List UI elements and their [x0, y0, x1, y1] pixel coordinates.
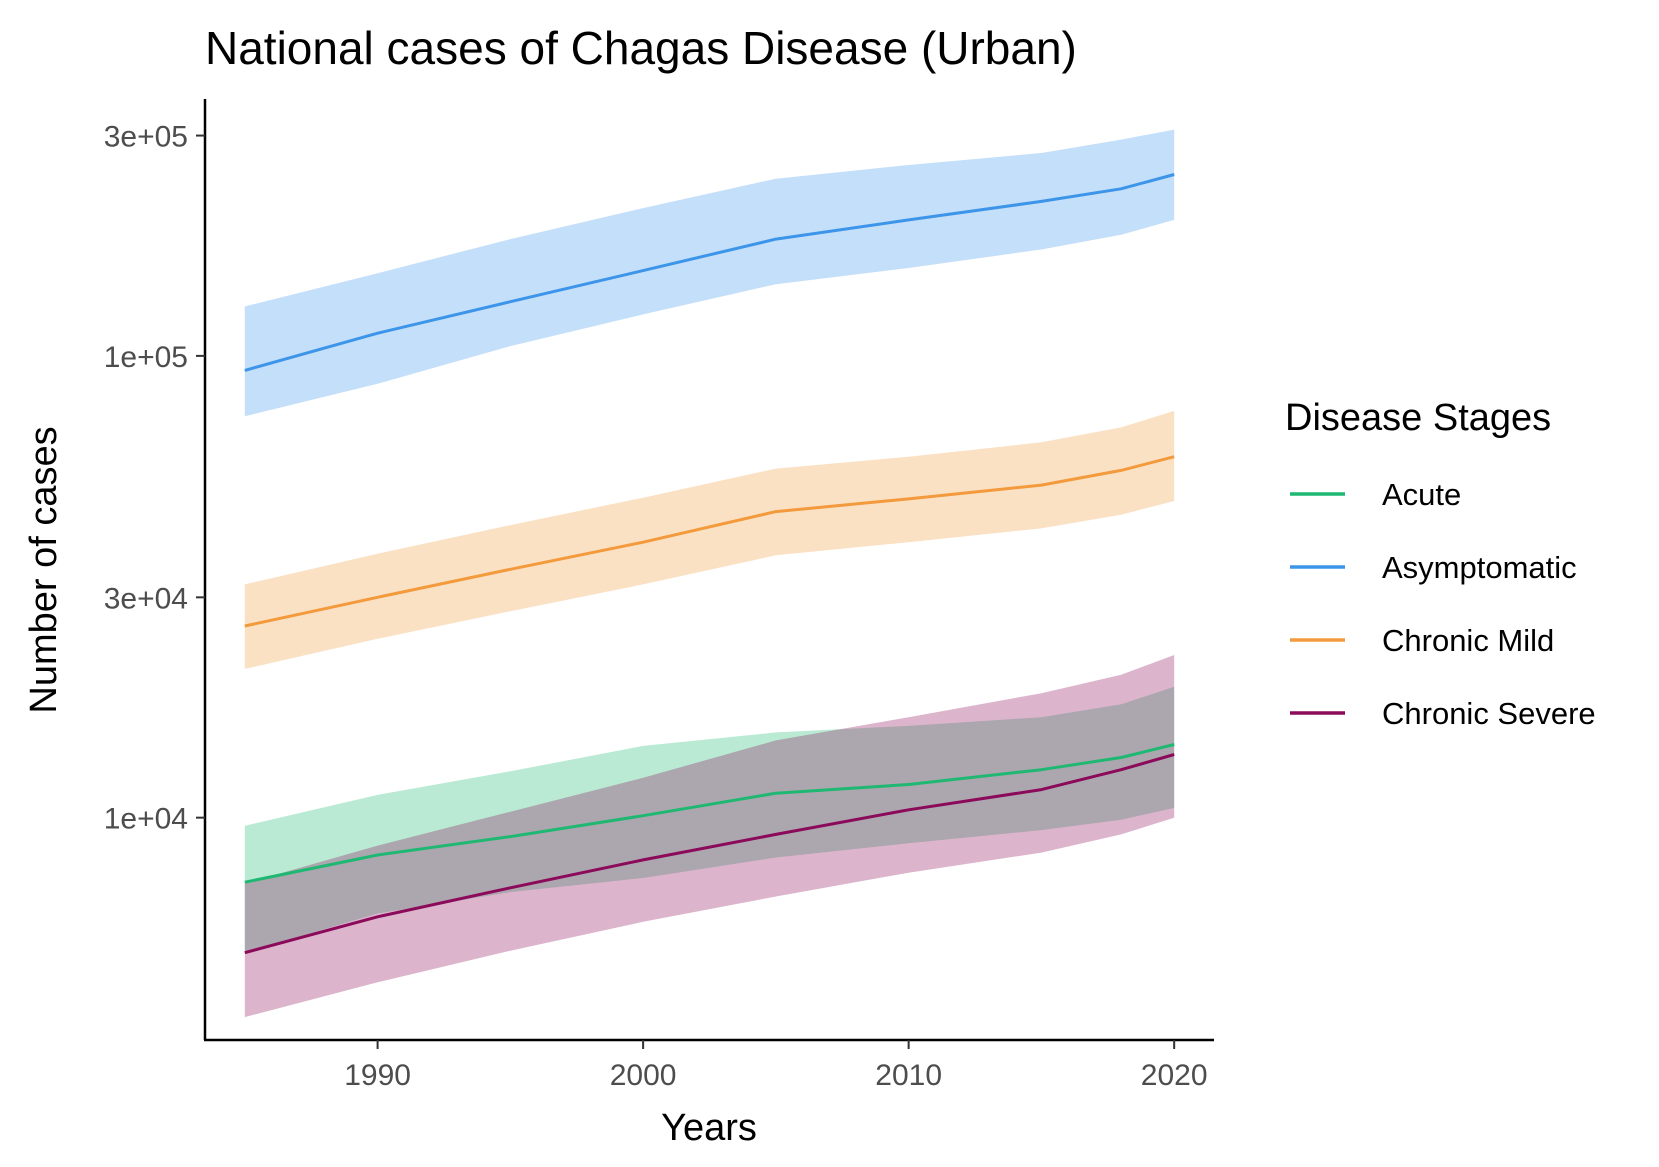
band-chronic-severe [244, 655, 1175, 1018]
legend-label-acute: Acute [1382, 477, 1461, 512]
x-tick-label: 2010 [875, 1059, 942, 1092]
line-chronic-severe [244, 753, 1175, 955]
line-chronic-mild [244, 455, 1175, 628]
legend-label-asymptomatic: Asymptomatic [1382, 550, 1577, 585]
y-tick-label: 3e+04 [104, 582, 188, 615]
legend-label-chronic-severe: Chronic Severe [1382, 696, 1596, 731]
x-tick-label: 1990 [344, 1059, 411, 1092]
y-tick-label: 3e+05 [104, 121, 188, 154]
axis-ticks: 1990 2000 2010 2020 1e+04 3e+04 1e+05 3e+05 [104, 121, 1208, 1092]
chart-title: National cases of Chagas Disease (Urban) [205, 22, 1077, 74]
band-asymptomatic [244, 129, 1175, 417]
legend: Disease Stages Acute Asymptomatic Chronic … [1285, 397, 1596, 731]
x-axis-title: Years [661, 1107, 757, 1149]
line-acute [244, 743, 1175, 884]
y-axis-title: Number of cases [23, 426, 65, 713]
line-asymptomatic [244, 173, 1175, 372]
x-tick-label: 2000 [610, 1059, 677, 1092]
legend-label-chronic-mild: Chronic Mild [1382, 623, 1554, 658]
y-tick-label: 1e+04 [104, 803, 188, 836]
series-lines [244, 173, 1175, 955]
confidence-bands [244, 129, 1175, 1018]
axes [203, 99, 1214, 1042]
band-acute [244, 686, 1175, 953]
band-chronic-mild [244, 410, 1175, 669]
legend-title: Disease Stages [1285, 397, 1551, 439]
y-tick-label: 1e+05 [104, 341, 188, 374]
x-tick-label: 2020 [1141, 1059, 1208, 1092]
legend-items: Acute Asymptomatic Chronic Mild Chronic Sev… [1290, 477, 1596, 731]
